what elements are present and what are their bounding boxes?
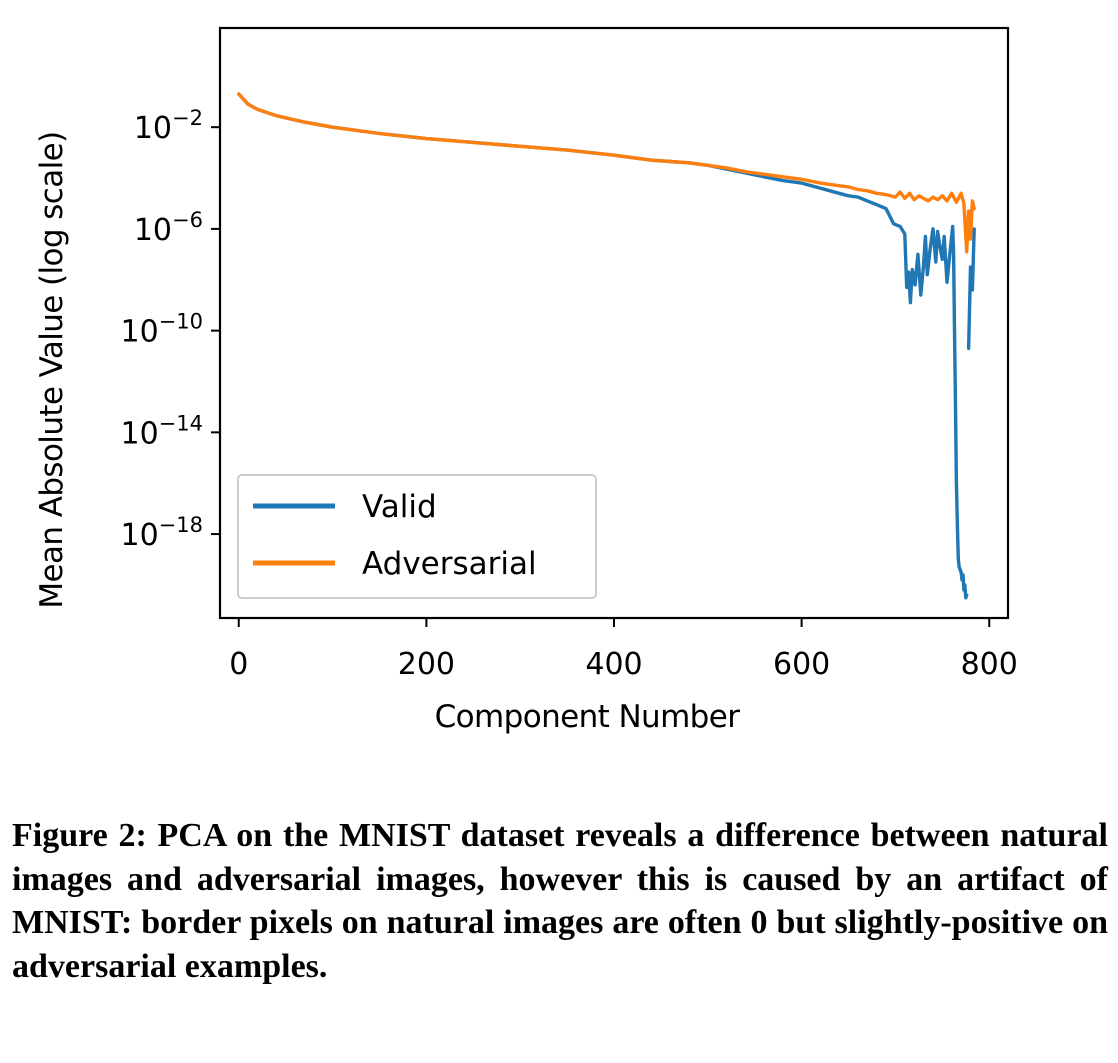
y-tick-label: 10−6 — [134, 208, 203, 248]
x-tick-label: 600 — [773, 647, 830, 682]
y-tick-label: 10−2 — [134, 106, 203, 146]
y-tick-label: 10−18 — [120, 513, 203, 553]
x-tick-label: 0 — [229, 647, 248, 682]
legend: Valid Adversarial — [237, 474, 597, 599]
series-layer — [237, 92, 976, 600]
figure-caption: Figure 2: PCA on the MNIST dataset revea… — [12, 817, 1108, 985]
x-tick-label: 400 — [585, 647, 642, 682]
chart: 0 200 400 600 800 10−2 10−6 10−10 10−14 10−18 Com… — [34, 26, 1018, 735]
x-tick-label: 200 — [398, 647, 455, 682]
x-tick-label: 800 — [961, 647, 1018, 682]
ticks-layer: 0 200 400 600 800 10−2 10−6 10−10 10−14 10−18 — [120, 106, 1017, 682]
valid-series-line-tail — [966, 227, 976, 351]
legend-label-valid: Valid — [362, 489, 437, 525]
adversarial-series-line — [237, 92, 976, 254]
y-tick-label: 10−10 — [120, 310, 203, 350]
legend-label-adversarial: Adversarial — [362, 546, 537, 582]
x-axis-title: Component Number — [435, 699, 741, 735]
y-axis-title: Mean Absolute Value (log scale) — [34, 131, 70, 608]
y-tick-label: 10−14 — [120, 411, 203, 451]
